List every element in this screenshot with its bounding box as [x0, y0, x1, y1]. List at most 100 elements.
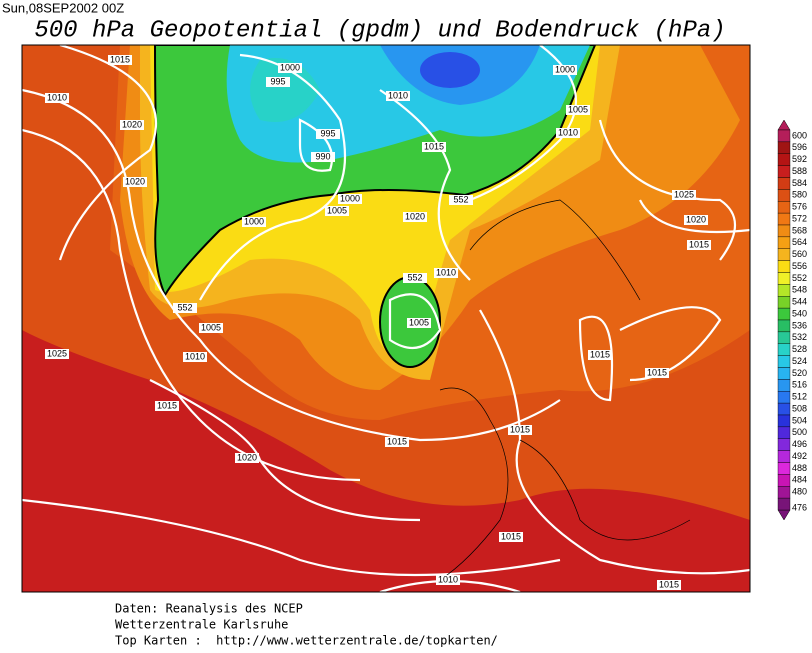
colorbar-label: 504 — [792, 415, 807, 425]
colorbar-swatch — [777, 486, 791, 499]
contour-label: 552 — [407, 272, 422, 282]
colorbar-cap — [777, 509, 791, 521]
label-bg — [407, 318, 431, 328]
colorbar-swatch — [777, 391, 791, 404]
label-bg — [235, 453, 259, 463]
contour-label: 1015 — [424, 141, 444, 151]
colorbar-label: 540 — [792, 308, 807, 318]
colorbar-label: 600 — [792, 130, 807, 140]
label-bg — [120, 120, 144, 130]
contour-label: 1015 — [501, 531, 521, 541]
contour-label: 1025 — [47, 348, 67, 358]
label-bg — [108, 55, 132, 65]
colorbar-swatch — [777, 402, 791, 416]
label-bg — [434, 268, 458, 278]
label-bg — [183, 352, 207, 362]
colorbar-label: 516 — [792, 380, 807, 390]
contour-label: 1020 — [125, 176, 145, 186]
colorbar-label: 580 — [792, 190, 807, 200]
contour-label: 1020 — [237, 452, 257, 462]
colorbar-label: 528 — [792, 344, 807, 354]
colorbar-label: 588 — [792, 166, 807, 176]
contour-label: 1015 — [157, 400, 177, 410]
colorbar-label: 536 — [792, 320, 807, 330]
label-bg — [422, 142, 446, 152]
colorbar-swatch — [777, 165, 791, 178]
colorbar-swatch — [777, 129, 791, 143]
colorbar-label: 560 — [792, 249, 807, 259]
contour-label: 990 — [315, 151, 330, 161]
contour-label: 1020 — [405, 211, 425, 221]
colorbar-label: 556 — [792, 261, 807, 271]
contour-label: 1015 — [387, 436, 407, 446]
label-bg — [338, 194, 362, 204]
colorbar-swatch — [777, 497, 791, 511]
footer-line: Wetterzentrale Karlsruhe — [115, 618, 288, 632]
contour-label: 1010 — [436, 267, 456, 277]
colorbar-swatch — [777, 284, 791, 297]
label-bg — [311, 152, 335, 162]
contour-label: 1020 — [122, 119, 142, 129]
colorbar-swatch — [777, 296, 791, 309]
label-bg — [316, 129, 340, 139]
colorbar-label: 548 — [792, 285, 807, 295]
colorbar-swatch — [777, 272, 791, 285]
contour-label: 1015 — [510, 424, 530, 434]
label-bg — [508, 425, 532, 435]
colorbar-cap — [777, 119, 791, 131]
label-bg — [499, 532, 523, 542]
label-bg — [657, 580, 681, 590]
label-bg — [436, 575, 460, 585]
label-bg — [449, 195, 473, 205]
colorbar-label: 496 — [792, 439, 807, 449]
contour-label: 1005 — [201, 322, 221, 332]
frame — [21, 44, 751, 593]
colorbar-swatch — [777, 141, 791, 154]
colorbar-label: 500 — [792, 427, 807, 437]
label-bg — [155, 401, 179, 411]
label-bg — [123, 177, 147, 187]
colorbar-label: 488 — [792, 463, 807, 473]
label-bg — [556, 128, 580, 138]
colorbar-label: 520 — [792, 368, 807, 378]
timestamp: Sun,08SEP2002 00Z — [2, 0, 124, 15]
colorbar-swatch — [777, 260, 791, 273]
colorbar-label: 524 — [792, 356, 807, 366]
label-bg — [645, 368, 669, 378]
label-bg — [266, 77, 290, 87]
colorbar-label: 512 — [792, 392, 807, 402]
contour-label: 1010 — [185, 351, 205, 361]
colorbar-swatch — [777, 248, 791, 261]
label-bg — [45, 93, 69, 103]
contour-label: 1015 — [689, 239, 709, 249]
contour-label: 1015 — [659, 579, 679, 589]
colorbar-label: 596 — [792, 142, 807, 152]
label-bg — [45, 349, 69, 359]
colorbar-label: 476 — [792, 502, 807, 512]
label-bg — [588, 350, 612, 360]
contour-label: 1010 — [47, 92, 67, 102]
footer-line: Daten: Reanalysis des NCEP — [115, 602, 303, 616]
colorbar-swatch — [777, 177, 791, 190]
label-bg — [684, 215, 708, 225]
colorbar-label: 552 — [792, 273, 807, 283]
colorbar-label: 480 — [792, 487, 807, 497]
colorbar-label: 568 — [792, 225, 807, 235]
label-bg — [385, 437, 409, 447]
contour-label: 1015 — [647, 367, 667, 377]
colorbar-swatch — [777, 331, 791, 344]
contour-label: 1005 — [327, 205, 347, 215]
colorbar-swatch — [777, 355, 791, 368]
contour-label: 1005 — [409, 317, 429, 327]
contour-label: 1000 — [280, 62, 300, 72]
field — [22, 45, 750, 592]
colorbar-label: 484 — [792, 475, 807, 485]
colorbar-swatch — [777, 189, 791, 202]
contour-label: 1000 — [555, 64, 575, 74]
contour-label: 1010 — [388, 90, 408, 100]
label-bg — [687, 240, 711, 250]
contour-label: 1010 — [438, 574, 458, 584]
colorbar-label: 564 — [792, 237, 807, 247]
contour-label: 1005 — [568, 104, 588, 114]
label-bg — [242, 217, 266, 227]
